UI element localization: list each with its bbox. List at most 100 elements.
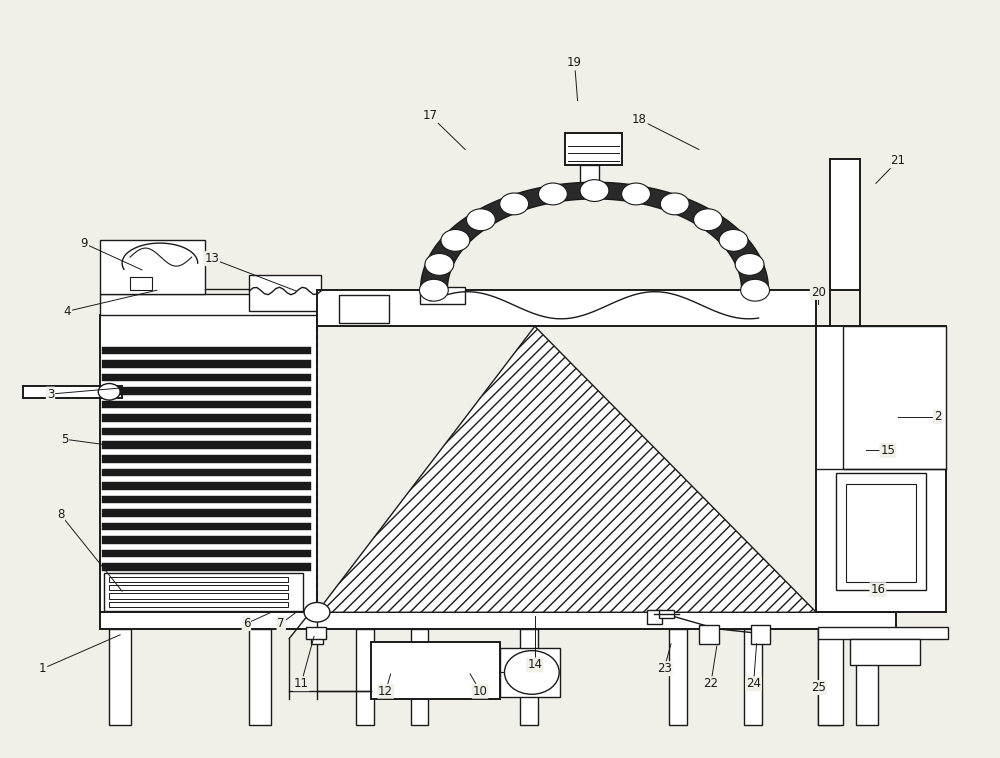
Text: 3: 3 (47, 387, 54, 400)
Text: 9: 9 (81, 237, 88, 250)
Circle shape (580, 180, 609, 202)
Text: 4: 4 (64, 305, 71, 318)
Bar (109, 594, 288, 599)
Bar (100, 240, 205, 294)
Bar (102, 550, 311, 557)
Bar (751, 625, 770, 644)
Text: 23: 23 (657, 662, 672, 675)
Circle shape (500, 193, 529, 215)
Bar (102, 360, 311, 368)
Bar (102, 496, 311, 503)
Bar (102, 401, 311, 409)
Bar (836, 473, 926, 590)
Ellipse shape (504, 650, 559, 694)
Text: 12: 12 (378, 684, 393, 698)
Circle shape (441, 230, 470, 252)
Circle shape (538, 183, 567, 205)
Bar (100, 294, 317, 315)
Bar (339, 295, 389, 324)
Bar (102, 468, 311, 476)
Bar (249, 629, 271, 725)
Text: 21: 21 (890, 155, 905, 168)
Text: 22: 22 (703, 677, 718, 691)
Bar (856, 629, 878, 725)
Bar (100, 315, 317, 612)
Bar (102, 523, 311, 531)
Bar (411, 629, 428, 725)
Circle shape (735, 253, 764, 275)
Text: 2: 2 (934, 410, 941, 423)
Text: 20: 20 (811, 286, 826, 299)
Bar (100, 612, 896, 629)
Circle shape (425, 253, 454, 275)
Text: 14: 14 (527, 659, 542, 672)
Bar (102, 374, 311, 381)
Bar (371, 642, 500, 699)
Text: 6: 6 (243, 617, 250, 630)
Circle shape (741, 279, 769, 301)
Bar (23, 386, 122, 398)
Bar (109, 585, 288, 590)
Bar (816, 327, 946, 612)
Bar (102, 415, 311, 422)
Bar (356, 629, 374, 725)
Text: 10: 10 (473, 684, 488, 698)
Bar (102, 482, 311, 490)
Bar (580, 164, 599, 185)
Bar (818, 629, 840, 725)
Bar (102, 441, 311, 449)
Bar (249, 275, 321, 312)
Text: 5: 5 (61, 433, 68, 446)
Bar (830, 158, 860, 290)
Bar (669, 629, 687, 725)
Bar (843, 327, 946, 469)
Bar (102, 428, 311, 435)
Text: 25: 25 (811, 681, 826, 694)
Bar (102, 509, 311, 517)
Polygon shape (317, 327, 816, 612)
Text: 8: 8 (57, 508, 64, 521)
Bar (109, 602, 288, 607)
Text: 17: 17 (423, 109, 438, 122)
Bar (102, 387, 311, 395)
Bar (818, 628, 948, 638)
Text: 16: 16 (870, 583, 885, 597)
Circle shape (304, 603, 330, 622)
Circle shape (660, 193, 689, 215)
Bar (104, 573, 303, 611)
Bar (420, 287, 465, 304)
Bar (647, 610, 662, 624)
Bar (109, 629, 131, 725)
Circle shape (622, 183, 650, 205)
Text: 15: 15 (880, 444, 895, 457)
Text: 11: 11 (294, 677, 309, 691)
Bar (102, 563, 311, 571)
Text: 24: 24 (746, 677, 761, 691)
Bar (520, 629, 538, 725)
Text: 13: 13 (204, 252, 219, 265)
Bar (306, 628, 326, 638)
Bar (311, 631, 323, 644)
Bar (850, 638, 920, 665)
Bar (102, 346, 311, 354)
Text: 7: 7 (277, 617, 285, 630)
Circle shape (694, 209, 722, 230)
Bar (846, 484, 916, 582)
Bar (565, 133, 622, 164)
Circle shape (419, 279, 448, 301)
Bar (130, 277, 152, 290)
Bar (699, 625, 719, 644)
Text: 19: 19 (567, 57, 582, 70)
Bar (659, 610, 674, 618)
Text: 1: 1 (39, 662, 46, 675)
Bar (818, 629, 843, 725)
Bar (102, 536, 311, 543)
Bar (317, 290, 816, 327)
Bar (500, 647, 560, 697)
Circle shape (98, 384, 120, 400)
Bar (744, 629, 762, 725)
Bar (102, 455, 311, 462)
Bar (109, 577, 288, 582)
Polygon shape (420, 182, 769, 290)
Circle shape (719, 230, 748, 252)
